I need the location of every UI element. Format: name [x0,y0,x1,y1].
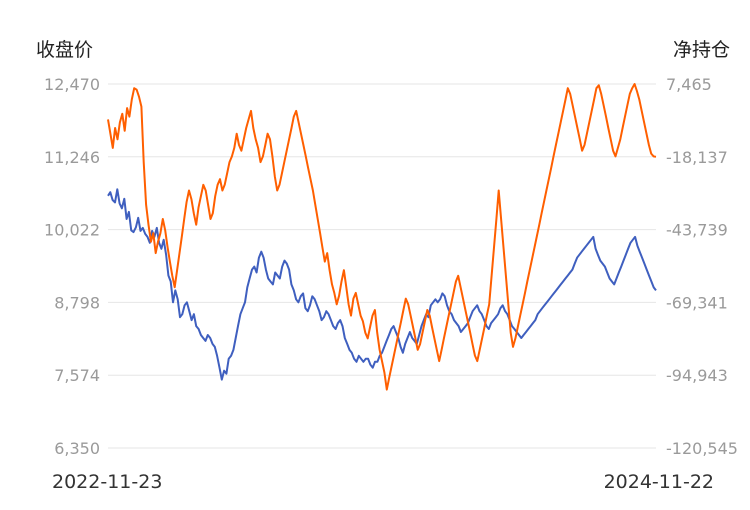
series-line-close-price [107,188,657,381]
right-tick-label: -69,341 [666,293,728,312]
left-tick-label: 12,470 [44,75,100,94]
left-tick-label: 6,350 [54,439,100,458]
right-y-axis: 7,465 -18,137 -43,739 -69,341 -94,943 -120,54… [666,75,738,458]
right-tick-label: -120,545 [666,439,738,458]
left-y-axis: 12,470 11,246 10,022 8,798 7,574 6,350 [44,75,100,458]
left-tick-label: 10,022 [44,221,100,240]
right-tick-label: -18,137 [666,148,728,167]
series-group [107,83,657,391]
left-axis-title: 收盘价 [36,39,93,61]
left-tick-label: 11,246 [44,148,100,167]
right-tick-label: 7,465 [666,75,712,94]
left-tick-label: 7,574 [54,366,100,385]
x-axis-end-label: 2024-11-22 [604,471,714,493]
right-tick-label: -94,943 [666,366,728,385]
x-axis-start-label: 2022-11-23 [52,471,162,493]
gridlines [108,83,656,449]
right-axis-title: 净持仓 [673,39,730,61]
right-tick-label: -43,739 [666,221,728,240]
series-line-net-position [107,83,657,391]
left-tick-label: 8,798 [54,293,100,312]
